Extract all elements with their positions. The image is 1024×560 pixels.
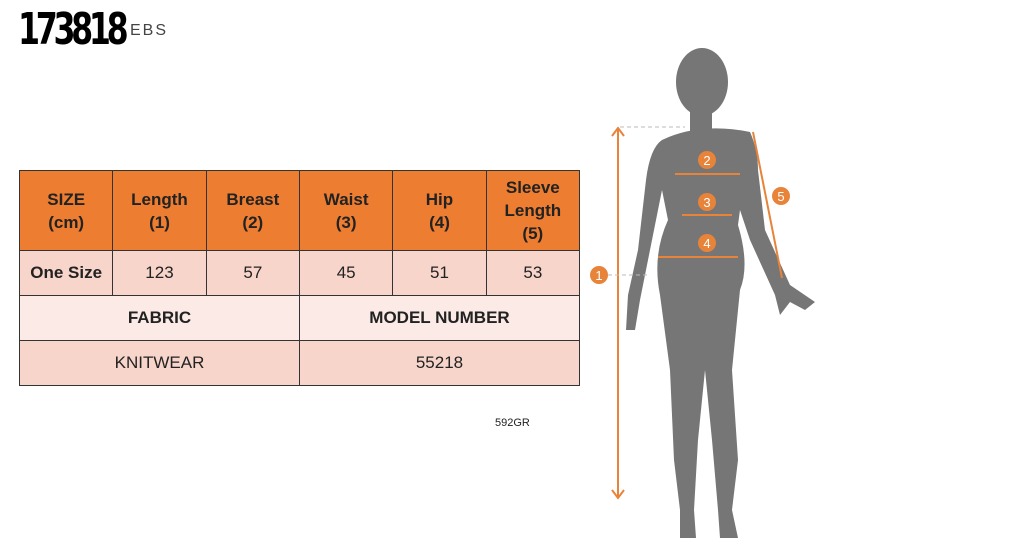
product-code: 173818	[18, 4, 129, 55]
model-label: MODEL NUMBER	[298, 295, 581, 341]
guide-lines	[608, 126, 685, 276]
header-waist: Waist (3)	[298, 170, 394, 251]
cell: 45	[298, 250, 394, 296]
header-length: Length (1)	[112, 170, 207, 251]
marker-2: 2	[703, 153, 710, 168]
h: (cm)	[48, 212, 85, 232]
marker-1: 1	[595, 268, 602, 283]
h: Breast	[226, 189, 280, 209]
size-row: One Size 123 57 45 51 53	[18, 250, 581, 296]
h: Sleeve Length	[504, 178, 562, 220]
header-sleeve: Sleeve Length (5)	[485, 170, 581, 251]
model-value: 55218	[298, 340, 581, 386]
cell: 53	[485, 250, 581, 296]
h: (5)	[522, 224, 544, 243]
cell: 57	[205, 250, 300, 296]
h: (2)	[242, 212, 264, 232]
size-table: SIZE (cm) Length (1) Breast (2) Waist (3) Hi…	[18, 170, 581, 386]
note: 592GR	[495, 417, 530, 429]
cell: 123	[112, 250, 207, 296]
cell: One Size	[18, 250, 114, 296]
h: SIZE	[47, 189, 86, 209]
header-hip: Hip (4)	[392, 170, 487, 251]
h: Length	[131, 189, 188, 209]
body-silhouette-diagram: 1 2 3 4 5	[590, 48, 815, 538]
h: (1)	[149, 212, 170, 232]
measure-lines	[611, 126, 783, 500]
brand-watermark: EBS	[130, 22, 169, 39]
marker-4: 4	[703, 236, 710, 251]
label-row: FABRIC MODEL NUMBER	[19, 295, 581, 341]
h: (3)	[335, 212, 357, 232]
header-size: SIZE (cm)	[18, 170, 114, 251]
silhouette	[626, 48, 815, 538]
fabric-value: KNITWEAR	[19, 340, 300, 386]
markers	[590, 151, 790, 284]
fabric-label: FABRIC	[19, 295, 300, 341]
marker-5: 5	[777, 189, 784, 204]
h: Waist	[323, 189, 369, 209]
marker-3: 3	[703, 195, 710, 210]
cell: 51	[392, 250, 487, 296]
value-row: KNITWEAR 55218	[19, 340, 581, 386]
h: Hip	[425, 189, 454, 209]
header-row: SIZE (cm) Length (1) Breast (2) Waist (3) Hi…	[18, 170, 581, 251]
header-breast: Breast (2)	[205, 170, 300, 251]
h: (4)	[429, 212, 450, 232]
